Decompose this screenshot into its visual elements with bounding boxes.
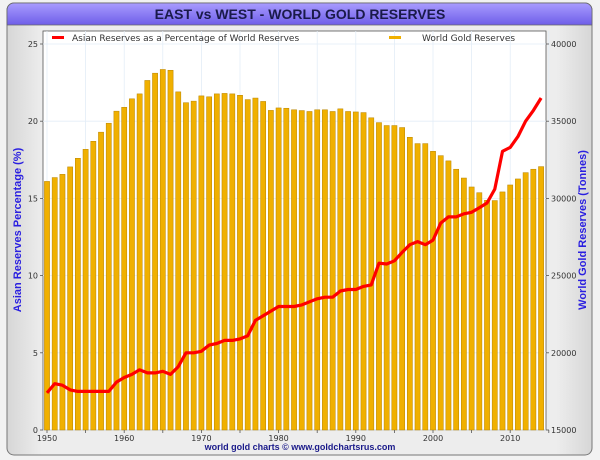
- legend-swatch-bar: [389, 36, 401, 39]
- bar-2012: [522, 172, 529, 431]
- bar-1966: [167, 69, 174, 431]
- bar-1992: [368, 117, 375, 431]
- right-tick-label: 20000: [551, 349, 576, 358]
- left-tick-label: 0: [33, 426, 38, 435]
- bar-1978: [260, 101, 267, 431]
- left-tick-label: 25: [28, 40, 38, 49]
- bar-1953: [67, 166, 74, 431]
- legend: Asian Reserves as a Percentage of World …: [52, 34, 515, 44]
- right-axis-label: World Gold Reserves (Tonnes): [577, 150, 589, 310]
- bar-1965: [159, 69, 166, 431]
- left-axis-label: Asian Reserves Percentage (%): [12, 147, 24, 312]
- bar-2009: [499, 191, 506, 431]
- right-tick-label: 30000: [551, 194, 576, 203]
- bar-1963: [144, 80, 151, 431]
- bar-1974: [229, 93, 236, 431]
- bar-1984: [306, 111, 313, 431]
- bar-1977: [252, 97, 259, 431]
- bar-2005: [468, 186, 475, 431]
- bar-1956: [90, 141, 97, 431]
- bar-1972: [213, 93, 220, 431]
- bar-1968: [183, 102, 189, 431]
- bar-1982: [291, 109, 297, 431]
- right-tick-label: 15000: [551, 426, 576, 435]
- chart-title: EAST vs WEST - WORLD GOLD RESERVES: [155, 6, 446, 22]
- bar-1985: [314, 109, 321, 431]
- bar-2002: [445, 160, 452, 431]
- bar-1973: [221, 93, 228, 431]
- bar-1964: [152, 72, 158, 431]
- left-tick-label: 15: [28, 194, 38, 203]
- right-tick-label: 35000: [551, 117, 576, 126]
- x-tick-label: 1980: [268, 434, 288, 443]
- bar-1999: [422, 143, 429, 431]
- bar-2014: [538, 166, 544, 431]
- bar-1952: [59, 174, 66, 431]
- bar-2007: [484, 200, 490, 431]
- bar-1990: [352, 111, 359, 431]
- bar-2000: [430, 151, 436, 431]
- title-bar: [6, 2, 593, 26]
- left-tick-label: 10: [28, 272, 38, 281]
- bar-1986: [322, 109, 328, 431]
- bar-1954: [75, 158, 81, 431]
- legend-swatch-line: [52, 36, 64, 39]
- left-tick-label: 5: [33, 349, 38, 358]
- bar-1971: [206, 96, 212, 431]
- bar-1969: [190, 100, 197, 431]
- bar-1987: [329, 111, 336, 431]
- legend-label-line: Asian Reserves as a Percentage of World …: [72, 34, 299, 44]
- bar-2004: [461, 177, 467, 431]
- bar-1995: [391, 125, 398, 431]
- bar-1997: [406, 137, 413, 431]
- asian-percentage-line: [45, 97, 543, 394]
- bar-1989: [345, 111, 351, 431]
- bar-1981: [283, 107, 290, 431]
- bar-1998: [414, 143, 421, 431]
- bar-1958: [105, 122, 112, 431]
- bar-1961: [129, 98, 135, 431]
- bar-1957: [98, 131, 104, 431]
- bar-1967: [175, 91, 182, 431]
- bar-1960: [121, 107, 128, 431]
- right-tick-label: 25000: [551, 272, 576, 281]
- bar-1959: [113, 110, 120, 431]
- left-tick-label: 20: [28, 117, 38, 126]
- x-tick-label: 2000: [423, 434, 443, 443]
- bar-1993: [376, 122, 382, 431]
- bar-2006: [476, 192, 483, 431]
- bar-2011: [515, 178, 521, 431]
- bar-1980: [275, 107, 282, 431]
- x-tick-label: 1970: [191, 434, 211, 443]
- bar-2008: [491, 200, 498, 431]
- x-tick-label: 1990: [346, 434, 366, 443]
- bar-1955: [82, 149, 89, 431]
- bar-1994: [383, 125, 390, 431]
- bar-1996: [399, 127, 405, 431]
- bar-1983: [298, 110, 305, 431]
- bar-1970: [198, 95, 205, 431]
- bar-1962: [136, 93, 143, 431]
- legend-label-bar: World Gold Reserves: [422, 34, 515, 44]
- right-tick-label: 40000: [551, 40, 576, 49]
- bar-2003: [453, 168, 460, 431]
- x-tick-label: 1960: [114, 434, 134, 443]
- bar-1951: [51, 177, 58, 431]
- bar-1988: [337, 108, 344, 431]
- bar-2001: [437, 155, 444, 431]
- bar-1979: [268, 110, 274, 431]
- bar-1976: [244, 99, 251, 431]
- bar-2010: [507, 184, 514, 431]
- footer-credit: world gold charts © www.goldchartsrus.co…: [204, 442, 396, 452]
- bar-2013: [530, 168, 537, 431]
- x-tick-label: 2010: [500, 434, 520, 443]
- x-tick-label: 1950: [37, 434, 57, 443]
- bar-1991: [360, 112, 367, 431]
- bar-1975: [237, 95, 243, 431]
